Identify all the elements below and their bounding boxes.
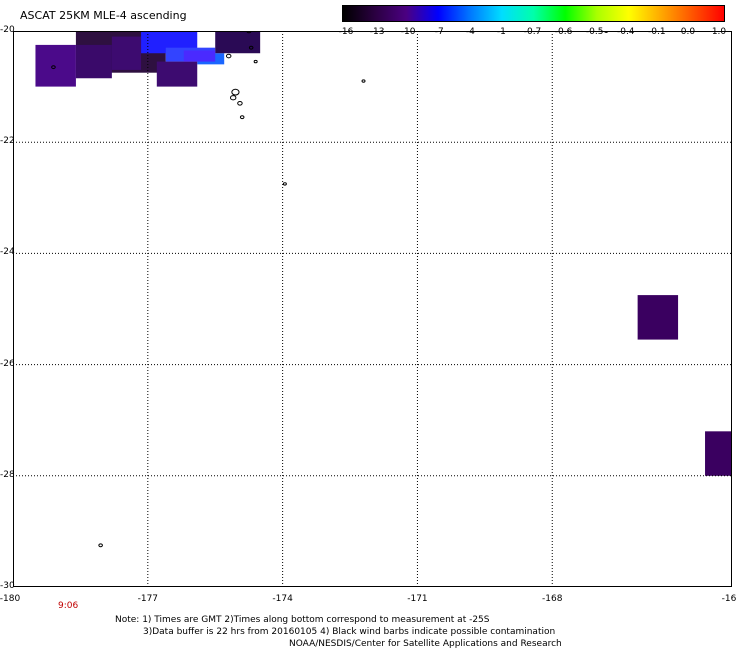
island-outline <box>248 45 254 50</box>
data-cells-layer <box>35 31 732 476</box>
colorbar-tick-label: 0.0 <box>680 27 696 37</box>
latitude-tick-label: -28 <box>0 469 15 480</box>
longitude-tick-label: -174 <box>272 594 293 604</box>
map-plot <box>13 31 732 587</box>
island-outline <box>229 95 237 101</box>
latitude-tick-label: -26 <box>0 358 15 369</box>
island-outline <box>51 65 56 70</box>
data-cell <box>75 44 112 79</box>
data-cell <box>183 50 216 62</box>
longitude-tick-label: -177 <box>137 594 159 604</box>
colorbar-tick-label: -4 <box>465 27 475 37</box>
island-outline <box>225 53 232 59</box>
note-line-2: 3)Data buffer is 22 hrs from 20160105 4)… <box>143 627 556 637</box>
colorbar-tick-label: -0.1 <box>648 27 666 37</box>
colorbar-tick-label: -0.4 <box>616 27 635 37</box>
longitude-tick-label: -171 <box>407 594 428 604</box>
colorbar-tick-label: -1 <box>496 27 506 37</box>
map-title: ASCAT 25KM MLE-4 ascending <box>20 9 187 22</box>
island-outline <box>603 31 609 33</box>
colorbar-tick-label: -7 <box>434 27 444 37</box>
island-outline <box>361 79 366 83</box>
colorbar-tick-label: -0.7 <box>523 27 542 37</box>
longitude-tick-label: -16 <box>721 594 737 604</box>
island-outline <box>253 59 258 64</box>
island-outline <box>282 182 287 186</box>
plot-frame <box>13 31 732 587</box>
data-cell <box>35 44 76 87</box>
colorbar-tick-label: -10 <box>400 27 416 37</box>
island-outline <box>237 100 243 106</box>
data-cell <box>156 61 198 87</box>
longitude-tick-label: -180 <box>0 594 21 604</box>
colorbar-tick-label: -0.6 <box>554 27 573 37</box>
latitude-tick-label: -20 <box>0 25 15 35</box>
island-outline <box>231 88 240 96</box>
colorbar-tick-label: -16 <box>338 27 354 37</box>
island-outline <box>239 115 245 120</box>
latitude-tick-label: -22 <box>0 136 15 147</box>
island-outline <box>98 543 103 548</box>
data-cell <box>637 295 679 340</box>
latitude-tick-label: -24 <box>0 247 15 258</box>
colorbar <box>342 5 725 22</box>
note-line-1: Note: 1) Times are GMT 2)Times along bot… <box>115 615 490 625</box>
note-line-3: NOAA/NESDIS/Center for Satellite Applica… <box>289 639 562 649</box>
longitude-tick-label: -168 <box>542 594 563 604</box>
latitude-tick-label: -30 <box>0 581 15 591</box>
time-label: 9:06 <box>58 601 79 611</box>
colorbar-tick-label: -13 <box>369 27 385 37</box>
colorbar-tick-label: -0.5 <box>585 27 604 37</box>
data-cell <box>141 31 198 54</box>
data-cell <box>111 36 142 70</box>
coastline-layer <box>51 31 609 548</box>
data-cell <box>705 431 732 476</box>
colorbar-tick-label: 1.0 <box>711 27 727 37</box>
island-outline <box>246 31 252 34</box>
